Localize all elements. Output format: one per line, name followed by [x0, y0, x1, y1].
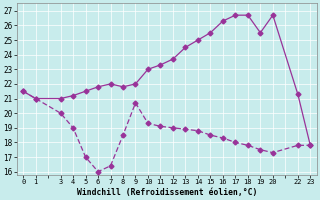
- X-axis label: Windchill (Refroidissement éolien,°C): Windchill (Refroidissement éolien,°C): [76, 188, 257, 197]
